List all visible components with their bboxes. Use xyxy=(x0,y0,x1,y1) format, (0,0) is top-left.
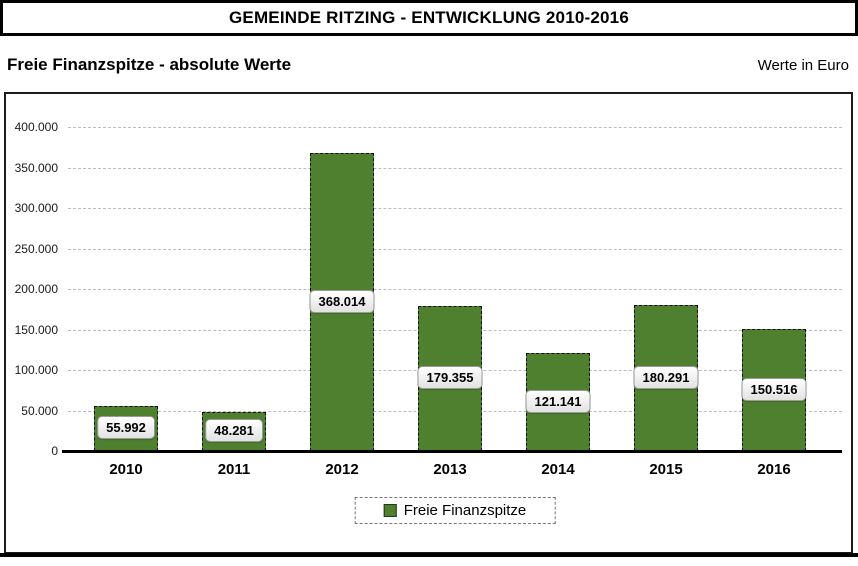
y-tick-label: 200.000 xyxy=(14,282,58,296)
y-tick-label: 300.000 xyxy=(14,201,58,215)
bar-value-label: 150.516 xyxy=(741,378,807,402)
gridline xyxy=(68,167,842,169)
y-tick-label: 400.000 xyxy=(14,120,58,134)
legend-box: Freie Finanzspitze xyxy=(354,497,556,524)
bar-value-label: 179.355 xyxy=(417,366,483,390)
subtitle-row: Freie Finanzspitze - absolute Werte Wert… xyxy=(7,55,849,75)
bottom-rule xyxy=(0,553,858,557)
x-tick-label: 2016 xyxy=(757,461,791,478)
x-tick-label: 2015 xyxy=(649,461,683,478)
bar-value-label: 368.014 xyxy=(309,289,375,313)
page-title: GEMEINDE RITZING - ENTWICKLUNG 2010-2016 xyxy=(228,8,629,27)
legend-label: Freie Finanzspitze xyxy=(403,502,527,519)
chart-subtitle: Freie Finanzspitze - absolute Werte xyxy=(7,55,292,74)
x-tick-label: 2012 xyxy=(325,461,359,478)
gridline xyxy=(68,208,842,209)
x-tick-label: 2010 xyxy=(109,461,143,478)
legend-marker-icon xyxy=(383,504,397,517)
unit-label: Werte in Euro xyxy=(757,57,849,74)
bar-value-label: 121.141 xyxy=(525,389,591,413)
gridline xyxy=(68,248,842,250)
bar-value-label: 48.281 xyxy=(205,419,263,443)
gridline xyxy=(68,289,842,290)
y-tick-label: 350.000 xyxy=(14,160,58,175)
bar-value-label: 180.291 xyxy=(633,365,699,389)
x-tick-label: 2011 xyxy=(217,461,251,478)
chart-frame: 0 50.000 100.000 150.000 200.000 250.000 300.0… xyxy=(4,92,853,554)
header-box: GEMEINDE RITZING - ENTWICKLUNG 2010-2016 xyxy=(0,0,858,36)
y-tick-label: 50.000 xyxy=(21,403,58,418)
y-tick-label: 150.000 xyxy=(14,322,58,337)
x-tick-label: 2014 xyxy=(541,461,575,478)
y-tick-label: 0 xyxy=(51,444,58,458)
x-axis-line xyxy=(62,450,842,453)
bar-value-label: 55.992 xyxy=(97,416,155,440)
x-tick-label: 2013 xyxy=(433,461,467,478)
gridline xyxy=(68,127,842,128)
y-tick-label: 100.000 xyxy=(14,363,58,377)
y-tick-label: 250.000 xyxy=(14,241,58,256)
